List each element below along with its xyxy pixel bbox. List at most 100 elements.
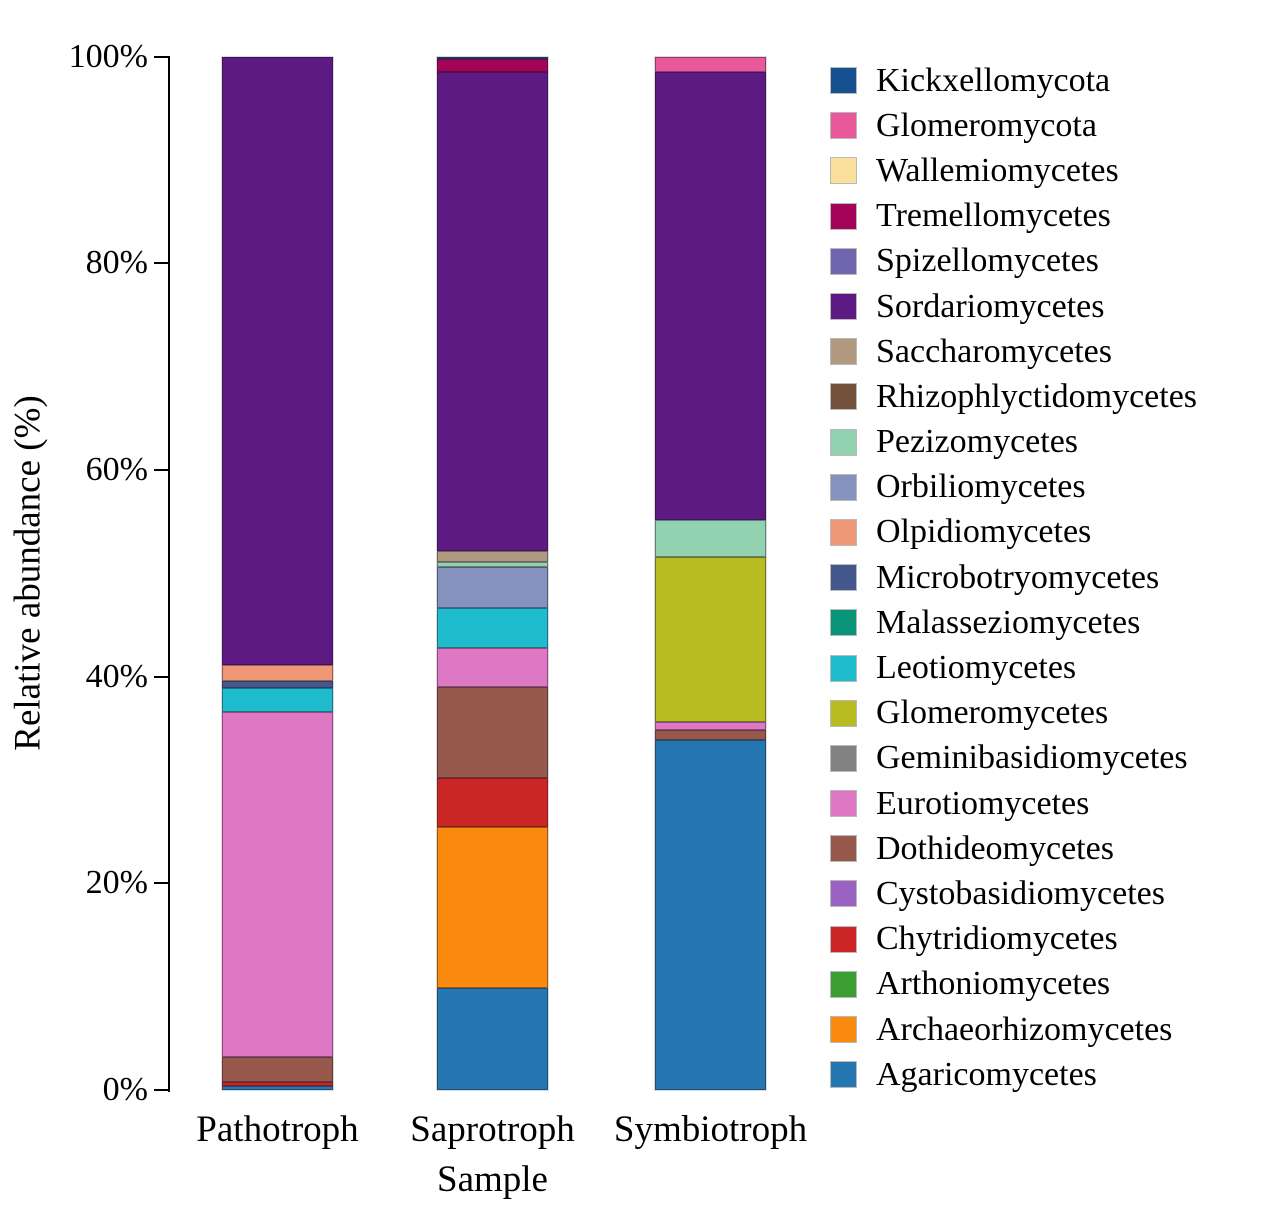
y-tick-label: 60% xyxy=(85,451,148,489)
y-tick-label: 40% xyxy=(85,657,148,695)
legend-row-sordariomycetes: Sordariomycetes xyxy=(830,284,1197,329)
legend-row-agaricomycetes: Agaricomycetes xyxy=(830,1052,1197,1097)
legend-swatch-icon xyxy=(830,428,857,456)
legend-row-geminibasidiomycetes: Geminibasidiomycetes xyxy=(830,736,1197,781)
legend-swatch-icon xyxy=(830,473,857,501)
legend-label: Glomeromycetes xyxy=(876,694,1109,732)
bar-segment-eurotiomycetes xyxy=(655,722,766,731)
legend-label: Orbiliomycetes xyxy=(876,468,1086,506)
bar-segment-dothideomycetes xyxy=(222,1057,333,1083)
bar-segment-agaricomycetes xyxy=(655,739,766,1090)
legend-row-spizellomycetes: Spizellomycetes xyxy=(830,239,1197,284)
legend-row-arthoniomycetes: Arthoniomycetes xyxy=(830,962,1197,1007)
y-axis-title: Relative abundance (%) xyxy=(7,395,49,751)
legend-label: Leotiomycetes xyxy=(876,649,1077,687)
legend-row-tremellomycetes: Tremellomycetes xyxy=(830,194,1197,239)
legend-row-rhizophlyctidomycetes: Rhizophlyctidomycetes xyxy=(830,374,1197,419)
bar-segment-kickxellomycota xyxy=(437,56,548,59)
legend-row-eurotiomycetes: Eurotiomycetes xyxy=(830,781,1197,826)
bar-segment-saccharomycetes xyxy=(437,550,548,563)
bar-segment-dothideomycetes xyxy=(655,730,766,740)
legend-swatch-icon xyxy=(830,293,857,321)
legend-row-dothideomycetes: Dothideomycetes xyxy=(830,826,1197,871)
bar-segment-microbotryomycetes xyxy=(222,680,333,689)
legend-label: Saccharomycetes xyxy=(876,332,1112,370)
legend-row-pezizomycetes: Pezizomycetes xyxy=(830,420,1197,465)
legend-label: Chytridiomycetes xyxy=(876,920,1118,958)
legend-label: Dothideomycetes xyxy=(876,829,1114,867)
legend-swatch-icon xyxy=(830,112,857,140)
legend-label: Cystobasidiomycetes xyxy=(876,874,1165,912)
legend-label: Malasseziomycetes xyxy=(876,603,1141,641)
y-tick-mark xyxy=(154,55,168,58)
legend-swatch-icon xyxy=(830,609,857,637)
legend-label: Agaricomycetes xyxy=(876,1055,1097,1093)
legend-label: Eurotiomycetes xyxy=(876,784,1090,822)
bar-pathotroph xyxy=(221,55,334,1092)
legend-swatch-icon xyxy=(830,202,857,230)
legend-swatch-icon xyxy=(830,247,857,275)
legend-label: Spizellomycetes xyxy=(876,242,1099,280)
bar-segment-eurotiomycetes xyxy=(437,647,548,688)
bar-segment-sordariomycetes xyxy=(437,72,548,551)
legend-swatch-icon xyxy=(830,835,857,863)
y-tick-label: 80% xyxy=(85,244,148,282)
bar-saprotroph xyxy=(436,55,549,1092)
legend-row-malasseziomycetes: Malasseziomycetes xyxy=(830,600,1197,645)
legend-label: Microbotryomycetes xyxy=(876,558,1160,596)
legend-row-microbotryomycetes: Microbotryomycetes xyxy=(830,555,1197,600)
y-tick-mark xyxy=(154,262,168,265)
legend-swatch-icon xyxy=(830,970,857,998)
y-tick-mark xyxy=(154,882,168,885)
legend-swatch-icon xyxy=(830,383,857,411)
bar-segment-pezizomycetes xyxy=(437,562,548,568)
y-tick-mark xyxy=(154,469,168,472)
legend-row-cystobasidiomycetes: Cystobasidiomycetes xyxy=(830,871,1197,916)
legend-row-glomeromycota: Glomeromycota xyxy=(830,103,1197,148)
bar-segment-olpidiomycetes xyxy=(222,665,333,681)
legend-label: Glomeromycota xyxy=(876,106,1097,144)
legend-swatch-icon xyxy=(830,338,857,366)
legend-label: Rhizophlyctidomycetes xyxy=(876,377,1198,415)
y-axis-line xyxy=(168,56,170,1092)
bar-segment-archaeorhizomycetes xyxy=(437,826,548,988)
x-category-label-symbiotroph: Symbiotroph xyxy=(613,1109,808,1150)
legend-row-olpidiomycetes: Olpidiomycetes xyxy=(830,510,1197,555)
legend-row-orbiliomycetes: Orbiliomycetes xyxy=(830,465,1197,510)
legend-swatch-icon xyxy=(830,157,857,185)
legend-row-wallemiomycetes: Wallemiomycetes xyxy=(830,148,1197,193)
x-category-label-saprotroph: Saprotroph xyxy=(410,1109,575,1150)
legend-row-saccharomycetes: Saccharomycetes xyxy=(830,329,1197,374)
legend-swatch-icon xyxy=(830,1016,857,1044)
x-axis-title: Sample xyxy=(437,1159,548,1200)
legend-row-kickxellomycota: Kickxellomycota xyxy=(830,58,1197,103)
y-tick-mark xyxy=(154,675,168,678)
legend-label: Geminibasidiomycetes xyxy=(876,739,1188,777)
y-tick-mark xyxy=(154,1089,168,1091)
legend-label: Arthoniomycetes xyxy=(876,965,1111,1003)
legend-swatch-icon xyxy=(830,925,857,953)
legend-swatch-icon xyxy=(830,67,857,95)
bar-segment-agaricomycetes xyxy=(437,987,548,1090)
bar-segment-agaricomycetes xyxy=(222,1085,333,1090)
legend-swatch-icon xyxy=(830,1061,857,1089)
bar-segment-chytridiomycetes xyxy=(437,778,548,827)
bar-segment-leotiomycetes xyxy=(222,688,333,712)
bar-segment-pezizomycetes xyxy=(655,519,766,557)
legend-swatch-icon xyxy=(830,654,857,682)
bar-segment-sordariomycetes xyxy=(222,56,333,666)
legend-row-leotiomycetes: Leotiomycetes xyxy=(830,645,1197,690)
bar-segment-tremellomycetes xyxy=(437,58,548,73)
legend-label: Sordariomycetes xyxy=(876,287,1105,325)
bar-segment-orbiliomycetes xyxy=(437,567,548,608)
legend-row-archaeorhizomycetes: Archaeorhizomycetes xyxy=(830,1007,1197,1052)
bar-symbiotroph xyxy=(654,55,767,1092)
legend-label: Tremellomycetes xyxy=(876,197,1111,235)
legend-row-chytridiomycetes: Chytridiomycetes xyxy=(830,917,1197,962)
legend-label: Wallemiomycetes xyxy=(876,151,1119,189)
bar-segment-eurotiomycetes xyxy=(222,711,333,1058)
legend-label: Olpidiomycetes xyxy=(876,513,1092,551)
legend-label: Kickxellomycota xyxy=(876,61,1111,99)
legend-label: Pezizomycetes xyxy=(876,423,1079,461)
